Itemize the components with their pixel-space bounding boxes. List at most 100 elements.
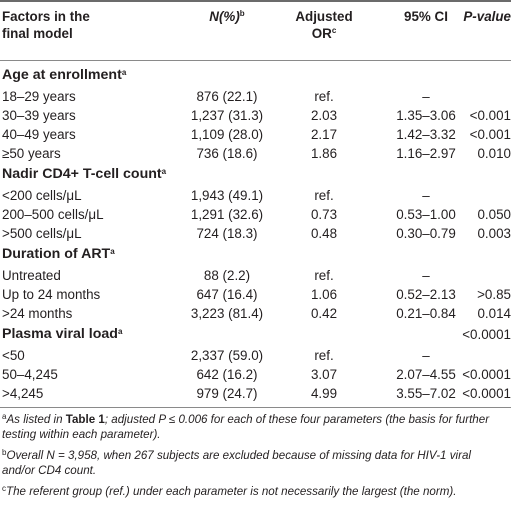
row-n: 876 (22.1) [196,89,258,104]
row-n: 88 (2.2) [203,268,251,283]
table-row: <50 2,337 (59.0) ref. – [0,346,511,365]
footnote-a-text-post: ; adjusted P ≤ 0.006 for each of these f… [2,413,490,441]
section-header-nadir-cd4: Nadir CD4+ T-cell counta [0,165,511,184]
header-or-sup: c [331,26,337,35]
footnote-b-text: Overall N = 3,958, when 267 subjects are… [2,449,471,477]
row-n: 979 (24.7) [196,386,258,401]
row-label: 18–29 years [2,89,76,104]
table-row: 18–29 years 876 (22.1) ref. – [0,87,511,106]
section-title-viral-sup: a [117,327,123,336]
footnote-c: cThe referent group (ref.) under each pa… [2,484,507,499]
header-n-sup: b [239,9,245,18]
section-title-viral: Plasma viral loada [2,325,122,344]
row-n: 1,291 (32.6) [190,207,264,222]
row-label: >500 cells/μL [2,226,82,241]
row-ci: 3.55–7.02 [396,386,456,401]
section-title-age-sup: a [121,68,127,77]
row-label: 200–500 cells/μL [2,207,104,222]
section-title-art-sup: a [110,247,115,256]
row-p: <0.001 [469,127,511,142]
header-bottom-rule [0,60,511,61]
section-title-art-text: Duration of ART [2,246,111,262]
header-adjusted-or: Adjusted ORc [294,8,354,42]
header-p-value: P-value [440,8,511,25]
footnote-a-table-ref: Table 1 [65,413,105,426]
row-ci: – [422,348,430,363]
row-p: <0.0001 [462,386,511,401]
row-label: Untreated [2,268,61,283]
row-ci: – [422,89,430,104]
row-p: <0.0001 [462,367,511,382]
row-ci: 0.21–0.84 [396,306,456,321]
section-title-nadir: Nadir CD4+ T-cell counta [2,165,166,184]
row-or: 0.73 [310,207,338,222]
row-ci: 1.16–2.97 [396,146,456,161]
row-label: <50 [2,348,25,363]
footnote-a-text-pre: As listed in [6,413,66,426]
header-adjusted-line2: ORc [294,25,354,42]
section-title-age-text: Age at enrollment [2,67,122,83]
row-ci: – [422,188,430,203]
row-p: <0.001 [469,108,511,123]
header-p-value-label: P-value [463,9,511,24]
row-n: 736 (18.6) [196,146,258,161]
row-ci: 1.35–3.06 [396,108,456,123]
table-row: >24 months 3,223 (81.4) 0.42 0.21–0.84 0… [0,304,511,323]
row-or: ref. [314,268,334,283]
row-n: 724 (18.3) [196,226,258,241]
table-row: >500 cells/μL 724 (18.3) 0.48 0.30–0.79 … [0,224,511,243]
row-or: 1.06 [310,287,338,302]
header-factors-line2: final model [2,26,73,41]
row-label: >24 months [2,306,73,321]
row-ci: – [422,268,430,283]
table-row: ≥50 years 736 (18.6) 1.86 1.16–2.97 0.01… [0,144,511,163]
row-n: 642 (16.2) [196,367,258,382]
table-row: >4,245 979 (24.7) 4.99 3.55–7.02 <0.0001 [0,384,511,403]
section-header-art-duration: Duration of ARTa [0,245,511,264]
row-label: 40–49 years [2,127,76,142]
row-ci: 0.52–2.13 [396,287,456,302]
section-p-viral: <0.0001 [462,327,511,342]
footnote-c-marker: c [2,484,6,493]
section-header-viral-load: Plasma viral loada <0.0001 [0,325,511,344]
section-header-age: Age at enrollmenta [0,66,511,85]
table-row: Untreated 88 (2.2) ref. – [0,266,511,285]
table-row: <200 cells/μL 1,943 (49.1) ref. – [0,186,511,205]
row-or: 4.99 [310,386,338,401]
row-or: 3.07 [310,367,338,382]
row-p: 0.010 [477,146,511,161]
section-title-nadir-text: Nadir CD4+ T-cell count [2,166,162,182]
header-n-percent: N(%)b [178,8,276,25]
row-ci: 2.07–4.55 [396,367,456,382]
row-p: 0.050 [477,207,511,222]
row-ci: 0.53–1.00 [396,207,456,222]
row-or: 2.17 [310,127,338,142]
row-p: >0.85 [477,287,511,302]
header-ci: 95% CI [404,9,448,24]
row-or: ref. [314,188,334,203]
row-or: 2.03 [310,108,338,123]
footnote-c-text: The referent group (ref.) under each par… [6,485,457,498]
table-top-rule [0,0,511,2]
section-title-nadir-sup: a [161,167,167,176]
header-factors: Factors in the final model [2,8,90,42]
header-n-percent-label: N(%) [209,9,240,24]
row-label: Up to 24 months [2,287,101,302]
table-row: 200–500 cells/μL 1,291 (32.6) 0.73 0.53–… [0,205,511,224]
header-adjusted-line1: Adjusted [295,9,353,24]
table-row: Up to 24 months 647 (16.4) 1.06 0.52–2.1… [0,285,511,304]
row-n: 3,223 (81.4) [190,306,264,321]
table-row: 30–39 years 1,237 (31.3) 2.03 1.35–3.06 … [0,106,511,125]
header-or-label: OR [311,26,332,41]
row-label: >4,245 [2,386,44,401]
row-or: 0.48 [310,226,338,241]
row-or: ref. [314,89,334,104]
row-label: ≥50 years [2,146,61,161]
section-title-art: Duration of ARTa [2,245,115,264]
row-n: 1,109 (28.0) [190,127,264,142]
row-p: 0.003 [477,226,511,241]
row-n: 1,237 (31.3) [190,108,264,123]
row-or: 0.42 [310,306,338,321]
row-ci: 1.42–3.32 [396,127,456,142]
